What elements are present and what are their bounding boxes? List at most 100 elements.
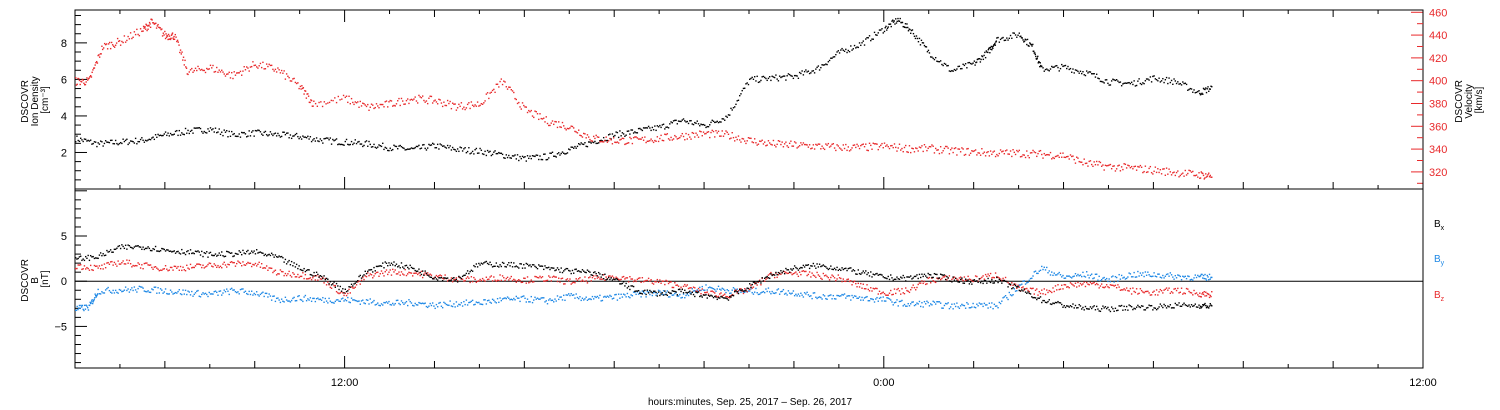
velocity-point (1163, 168, 1165, 170)
by-point (570, 292, 572, 295)
velocity-point (1132, 168, 1134, 170)
bz-point (518, 279, 520, 281)
velocity-point (278, 69, 280, 71)
by-point (1083, 275, 1085, 278)
by-point (260, 292, 263, 294)
by-point (672, 294, 675, 296)
bx-point (647, 292, 650, 294)
velocity-point (887, 145, 889, 148)
bx-point (589, 271, 591, 273)
by-point (860, 299, 862, 301)
by-point (607, 296, 610, 298)
by-point (248, 290, 250, 293)
velocity-point (1206, 175, 1208, 177)
density-point (566, 152, 569, 154)
bx-point (415, 270, 418, 272)
bx-point (951, 281, 953, 283)
velocity-point (155, 22, 157, 24)
density-point (679, 120, 681, 123)
bx-point (676, 294, 679, 296)
density-point (363, 144, 365, 147)
density-point (183, 133, 185, 136)
bz-point (275, 274, 278, 276)
density-point (1173, 78, 1175, 80)
bx-point (493, 265, 495, 268)
by-point (436, 306, 439, 308)
velocity-point (545, 116, 547, 118)
velocity-point (485, 93, 488, 95)
bx-point (1129, 305, 1132, 307)
bz-point (299, 275, 302, 278)
velocity-point (1115, 168, 1118, 170)
density-point (821, 64, 823, 66)
bz-point (76, 267, 78, 270)
velocity-point (1179, 174, 1182, 177)
bz-point (300, 275, 303, 278)
density-point (258, 129, 260, 132)
velocity-point (283, 70, 285, 72)
bx-point (1169, 304, 1172, 306)
bz-point (255, 265, 258, 267)
velocity-point (1072, 155, 1074, 157)
by-point (1067, 275, 1069, 277)
velocity-point (489, 92, 491, 94)
by-point (394, 302, 396, 305)
density-point (900, 21, 902, 24)
bz-point (1077, 281, 1079, 284)
bz-point (146, 262, 148, 264)
velocity-point (936, 149, 938, 151)
velocity-point (880, 144, 882, 147)
density-point (1142, 82, 1144, 84)
by-point (916, 302, 918, 304)
bz-point (974, 275, 977, 277)
by-point (811, 297, 813, 300)
velocity-point (1024, 156, 1027, 159)
bx-point (830, 265, 832, 267)
density-tick-label: 8 (61, 38, 67, 50)
bz-point (580, 280, 582, 283)
bz-point (913, 286, 916, 289)
density-point (159, 134, 162, 136)
velocity-point (597, 136, 600, 138)
bz-point (245, 263, 248, 265)
bx-point (938, 277, 941, 279)
velocity-point (294, 81, 297, 84)
velocity-point (675, 136, 677, 138)
density-point (382, 142, 384, 145)
bz-point (486, 278, 489, 281)
bx-point (999, 279, 1002, 282)
bx-point (1112, 308, 1114, 310)
bx-point (352, 285, 354, 287)
by-point (740, 291, 742, 294)
bx-point (1004, 280, 1007, 282)
bz-point (758, 279, 761, 282)
bx-point (1029, 293, 1032, 295)
bz-point (731, 293, 733, 296)
bz-point (199, 264, 202, 266)
bz-point (853, 280, 856, 282)
bx-point (851, 270, 853, 272)
density-point (419, 147, 421, 150)
velocity-point (805, 143, 807, 146)
velocity-point (807, 146, 810, 148)
by-point (337, 299, 339, 301)
bx-point (739, 288, 741, 291)
bx-point (421, 270, 424, 272)
bz-point (109, 261, 112, 263)
bz-point (1150, 294, 1153, 296)
velocity-point (876, 143, 878, 145)
density-point (689, 120, 691, 122)
velocity-point (619, 139, 621, 141)
bz-point (166, 268, 168, 270)
velocity-point (726, 131, 728, 134)
bz-point (911, 286, 913, 289)
density-point (473, 153, 475, 155)
velocity-point (676, 138, 679, 140)
by-point (922, 306, 924, 308)
bx-point (309, 273, 312, 276)
density-point (630, 129, 632, 131)
bz-point (304, 273, 307, 276)
by-point (605, 296, 607, 298)
bx-point (780, 270, 782, 272)
bz-point (835, 279, 837, 282)
